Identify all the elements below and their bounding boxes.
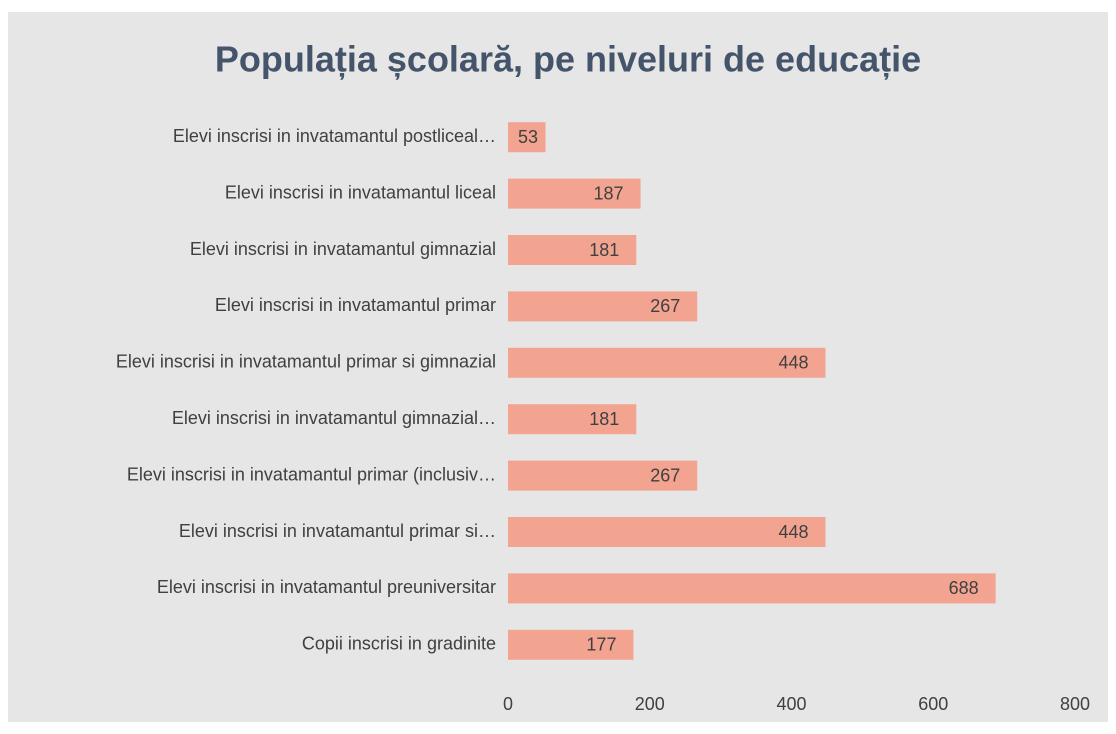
y-tick-label: Elevi inscrisi in invatamantul liceal [225,182,496,202]
bar [508,178,641,209]
x-tick-label: 600 [918,694,948,714]
bar [508,347,826,378]
y-tick-label: Elevi inscrisi in invatamantul primar [215,295,496,315]
data-label: 53 [518,127,538,147]
data-label: 181 [589,240,619,260]
data-label: 181 [589,409,619,429]
bar [508,629,634,660]
data-label: 187 [594,183,624,203]
chart-title: Populația școlară, pe niveluri de educaț… [215,39,921,81]
y-tick-label: Elevi inscrisi in invatamantul gimnazial [190,239,496,259]
y-tick-label: Elevi inscrisi in invatamantul preuniver… [157,577,496,597]
bar [508,291,698,322]
bar [508,517,826,547]
bar [508,235,637,265]
data-label: 448 [778,353,808,373]
y-tick-label: Elevi inscrisi in invatamantul primar si… [179,521,496,541]
bar [508,573,996,604]
data-label: 688 [949,578,979,598]
data-label: 267 [650,465,680,485]
bar [508,460,698,491]
y-tick-label: Elevi inscrisi in invatamantul postlicea… [173,126,496,146]
data-label: 177 [586,635,616,655]
x-tick-label: 0 [503,694,513,714]
y-tick-label: Elevi inscrisi in invatamantul gimnazial… [172,408,496,428]
x-tick-label: 200 [635,694,665,714]
x-tick-label: 800 [1060,694,1090,714]
data-label: 448 [778,522,808,542]
y-tick-label: Elevi inscrisi in invatamantul primar si… [116,352,496,372]
bar [508,404,637,435]
x-tick-label: 400 [776,694,806,714]
data-label: 267 [650,296,680,316]
bar [508,122,546,153]
y-tick-label: Elevi inscrisi in invatamantul primar (i… [127,464,496,484]
y-tick-label: Copii inscrisi in gradinite [302,634,496,654]
